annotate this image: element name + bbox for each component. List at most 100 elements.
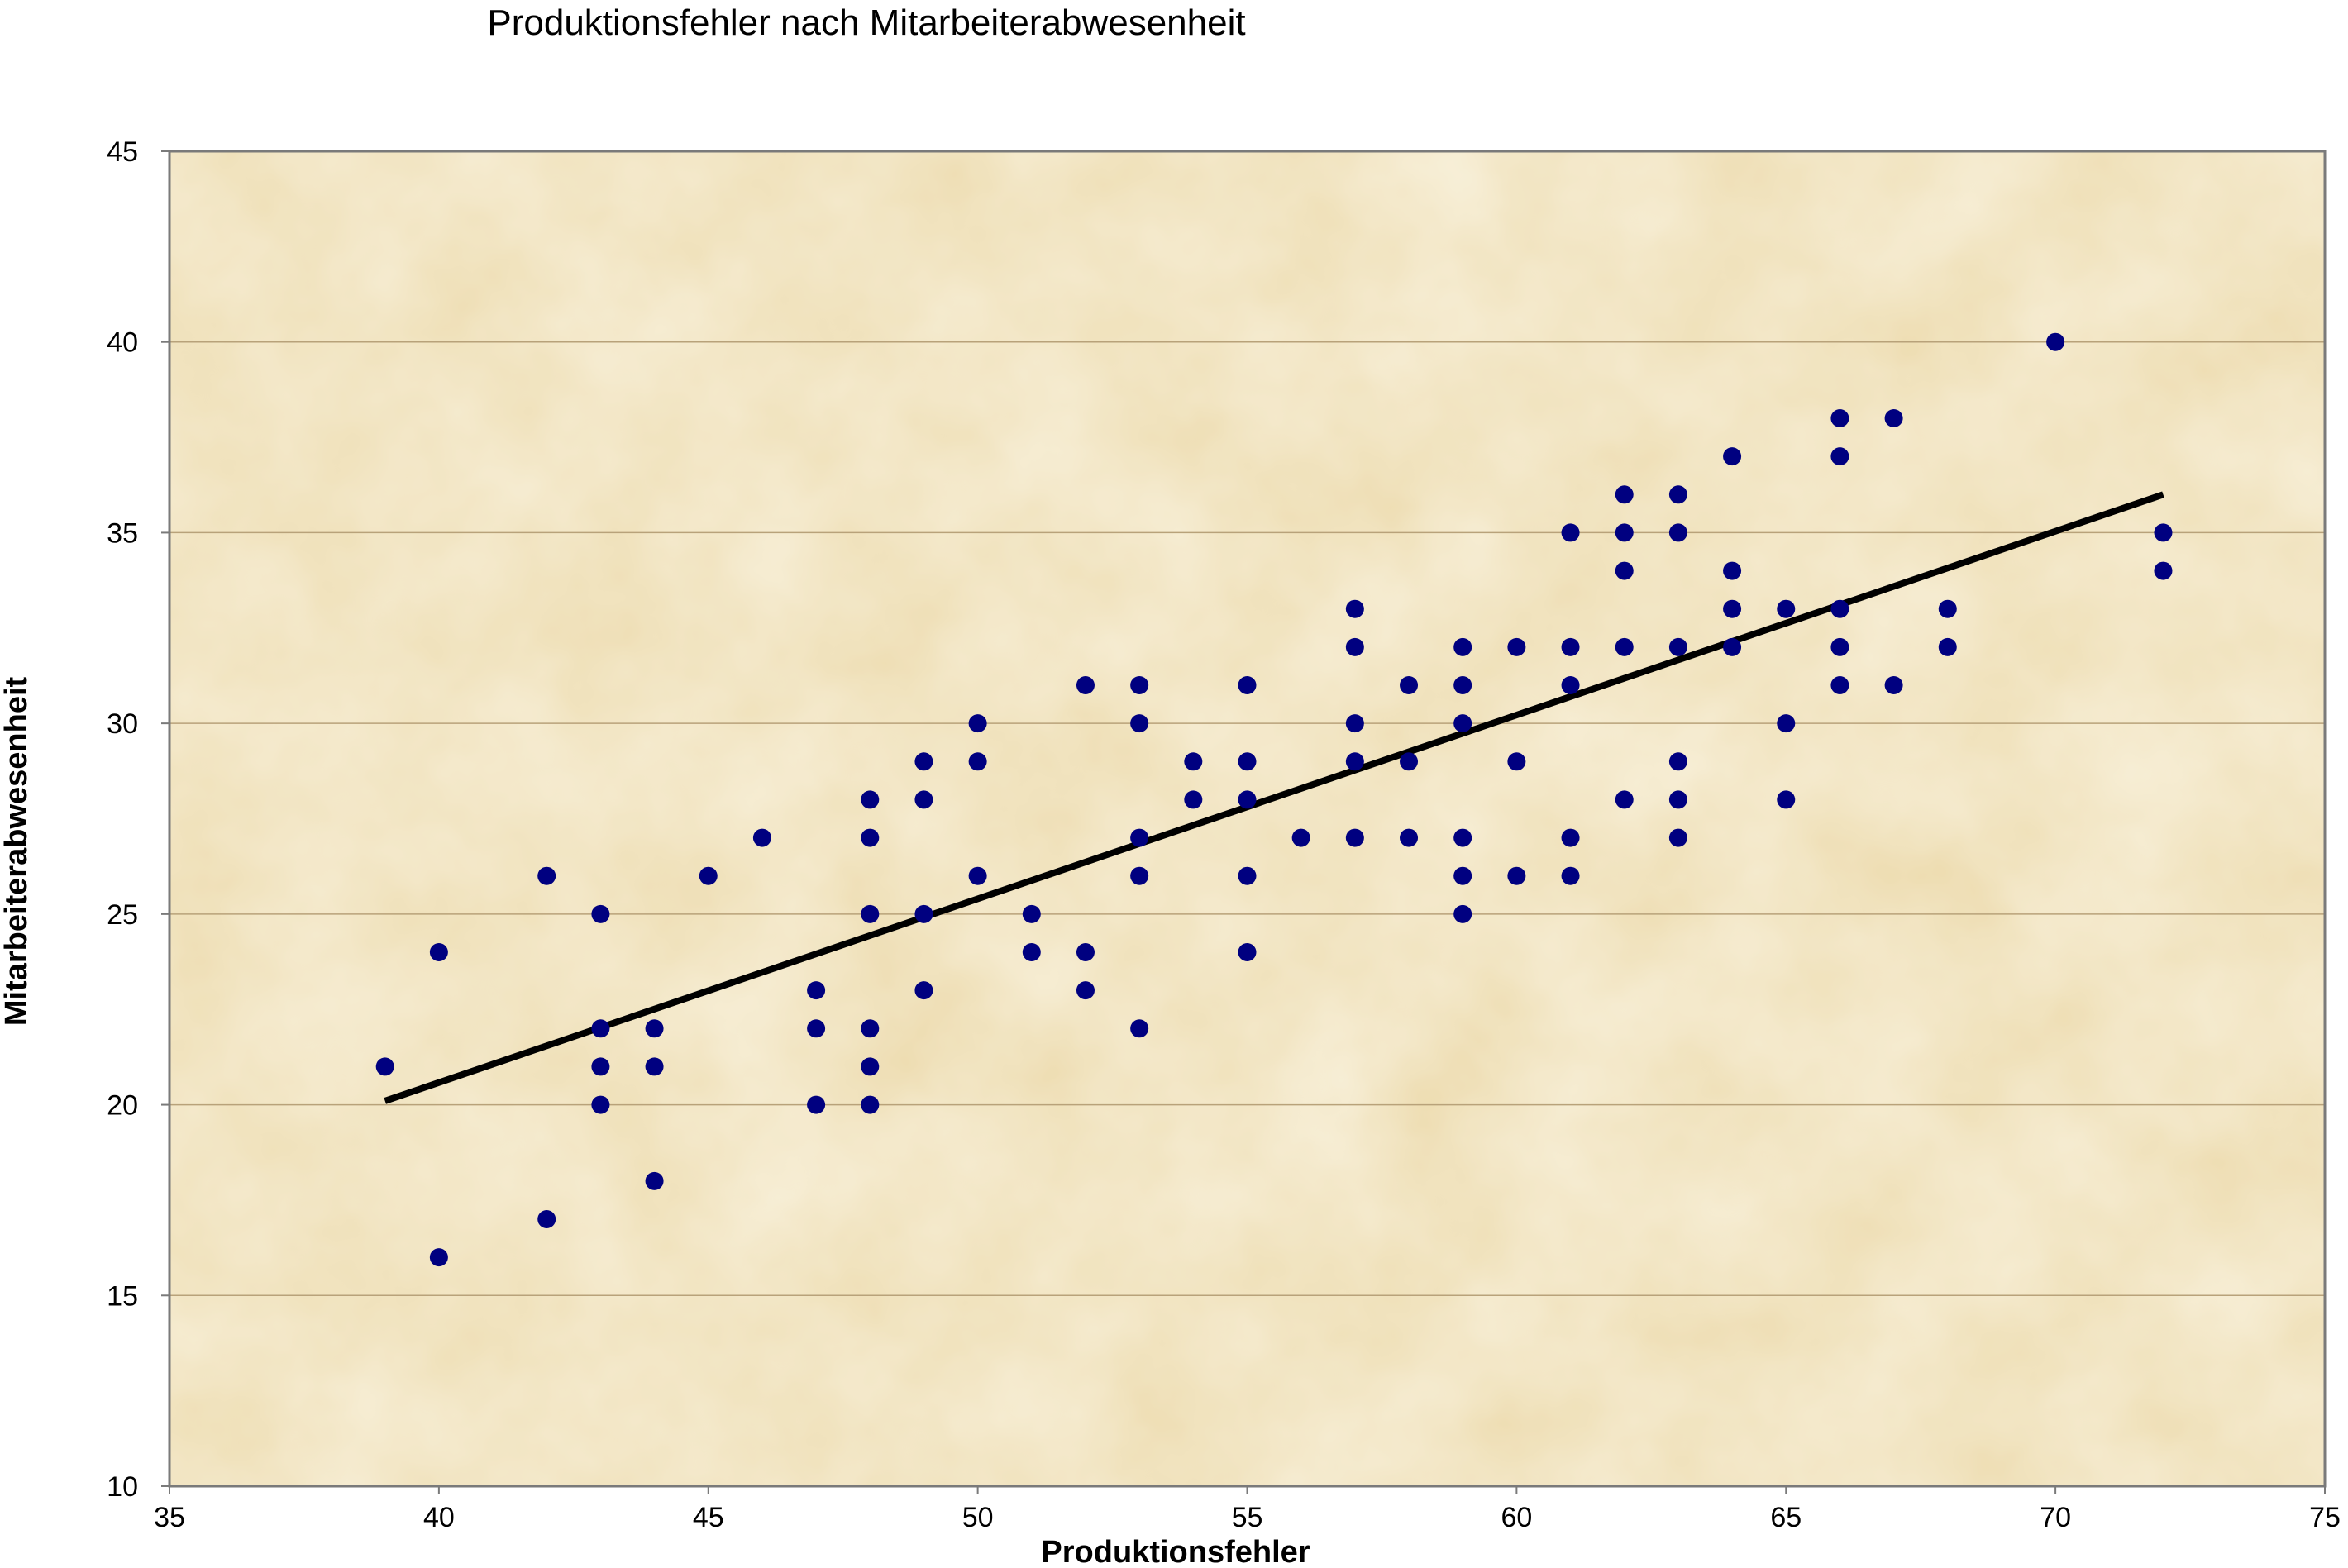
data-point: [699, 866, 718, 885]
data-point: [1076, 943, 1095, 961]
data-point: [1400, 752, 1419, 771]
data-point: [1561, 866, 1580, 885]
data-point: [1184, 790, 1203, 809]
data-point: [1561, 523, 1580, 542]
data-point: [1400, 828, 1419, 847]
data-point: [968, 866, 987, 885]
data-point: [2154, 561, 2173, 580]
data-point: [1668, 752, 1687, 771]
x-tick-label: 40: [423, 1502, 455, 1533]
data-point: [1184, 752, 1203, 771]
data-point: [591, 1019, 610, 1038]
data-point: [429, 1248, 448, 1267]
data-point: [537, 1210, 556, 1228]
data-point: [968, 752, 987, 771]
x-tick-label: 70: [2040, 1502, 2071, 1533]
data-point: [591, 904, 610, 923]
data-point: [914, 904, 933, 923]
y-tick-label: 45: [107, 136, 138, 168]
data-point: [1830, 637, 1849, 656]
data-point: [1615, 485, 1634, 504]
data-point: [1723, 599, 1742, 618]
data-point: [861, 790, 880, 809]
y-axis-title: Mitarbeiterabwesenheit: [0, 676, 34, 1026]
data-point: [645, 1171, 664, 1190]
data-point: [1938, 599, 1957, 618]
data-point: [1238, 866, 1257, 885]
data-point: [1076, 676, 1095, 694]
data-point: [1130, 676, 1149, 694]
data-point: [807, 981, 826, 1000]
data-point: [1453, 714, 1472, 733]
data-point: [1561, 676, 1580, 694]
data-point: [861, 1095, 880, 1114]
y-axis-ticks: 10 15 20 25 30 35 40 45: [107, 136, 169, 1503]
data-point: [537, 866, 556, 885]
data-point: [645, 1019, 664, 1038]
data-point: [1668, 637, 1687, 656]
data-point: [1615, 790, 1634, 809]
data-point: [2046, 332, 2065, 351]
data-point: [429, 943, 448, 961]
x-tick-label: 60: [1501, 1502, 1532, 1533]
data-point: [1400, 676, 1419, 694]
data-point: [1777, 714, 1796, 733]
data-point: [591, 1057, 610, 1076]
x-tick-label: 35: [154, 1502, 185, 1533]
data-point: [914, 981, 933, 1000]
data-point: [1453, 904, 1472, 923]
data-point: [1238, 752, 1257, 771]
data-point: [645, 1057, 664, 1076]
data-points: [375, 332, 2173, 1267]
data-point: [1668, 523, 1687, 542]
data-point: [1561, 637, 1580, 656]
x-tick-label: 45: [693, 1502, 724, 1533]
y-tick-label: 10: [107, 1471, 138, 1503]
data-point: [1830, 676, 1849, 694]
data-point: [1830, 599, 1849, 618]
data-point: [914, 752, 933, 771]
x-tick-label: 50: [962, 1502, 994, 1533]
data-point: [591, 1095, 610, 1114]
data-point: [1238, 943, 1257, 961]
data-point: [861, 904, 880, 923]
data-point: [1507, 637, 1526, 656]
data-point: [1777, 599, 1796, 618]
data-point: [1884, 676, 1903, 694]
data-point: [1130, 828, 1149, 847]
plot-texture: [169, 151, 2325, 1486]
data-point: [861, 1019, 880, 1038]
data-point: [1453, 866, 1472, 885]
data-point: [1022, 904, 1041, 923]
data-point: [1561, 828, 1580, 847]
y-tick-label: 35: [107, 517, 138, 549]
data-point: [1507, 866, 1526, 885]
data-point: [1238, 790, 1257, 809]
data-point: [1723, 637, 1742, 656]
data-point: [914, 790, 933, 809]
data-point: [1507, 752, 1526, 771]
data-point: [1938, 637, 1957, 656]
y-tick-label: 25: [107, 899, 138, 931]
data-point: [1291, 828, 1310, 847]
data-point: [1615, 637, 1634, 656]
data-point: [1615, 561, 1634, 580]
data-point: [1345, 714, 1364, 733]
data-point: [861, 828, 880, 847]
data-point: [1345, 599, 1364, 618]
chart-title: Produktionsfehler nach Mitarbeiterabwese…: [487, 2, 1245, 43]
data-point: [375, 1057, 394, 1076]
data-point: [1076, 981, 1095, 1000]
y-tick-label: 40: [107, 327, 138, 359]
gridlines: [169, 341, 2325, 1297]
data-point: [807, 1095, 826, 1114]
y-tick-label: 15: [107, 1280, 138, 1312]
data-point: [1345, 828, 1364, 847]
data-point: [807, 1019, 826, 1038]
y-tick-label: 30: [107, 708, 138, 740]
data-point: [1453, 828, 1472, 847]
data-point: [1130, 1019, 1149, 1038]
data-point: [1668, 485, 1687, 504]
data-point: [1668, 828, 1687, 847]
data-point: [1345, 752, 1364, 771]
